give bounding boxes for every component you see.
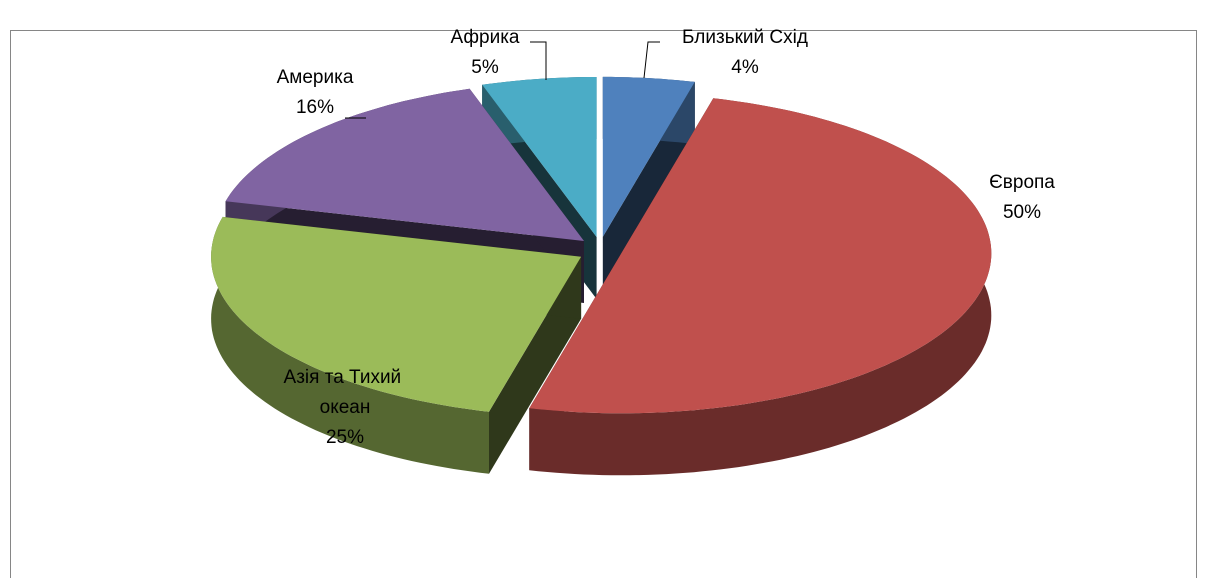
value-label: 5% [471,57,499,78]
slice-top [482,77,597,237]
category-label: Європа [989,172,1055,193]
value-label: 4% [731,57,759,78]
slice-top [602,76,695,237]
category-label: Америка [277,67,354,88]
value-label: 50% [1003,202,1041,223]
slice-side [211,216,489,474]
category-label: Близький Схід [682,27,808,48]
value-label: 25% [326,427,364,448]
pie-slice [602,76,695,299]
leader-line [643,41,660,79]
category-label: Африка [451,27,520,48]
category-label: Азія та Тихий океан [284,367,407,418]
value-label: 16% [296,97,334,118]
pie-slice [529,98,992,476]
pie-slice [211,216,582,474]
slice-top [529,98,992,414]
slice-top [225,88,584,241]
slice-top [211,216,582,412]
leader-line [530,41,547,80]
